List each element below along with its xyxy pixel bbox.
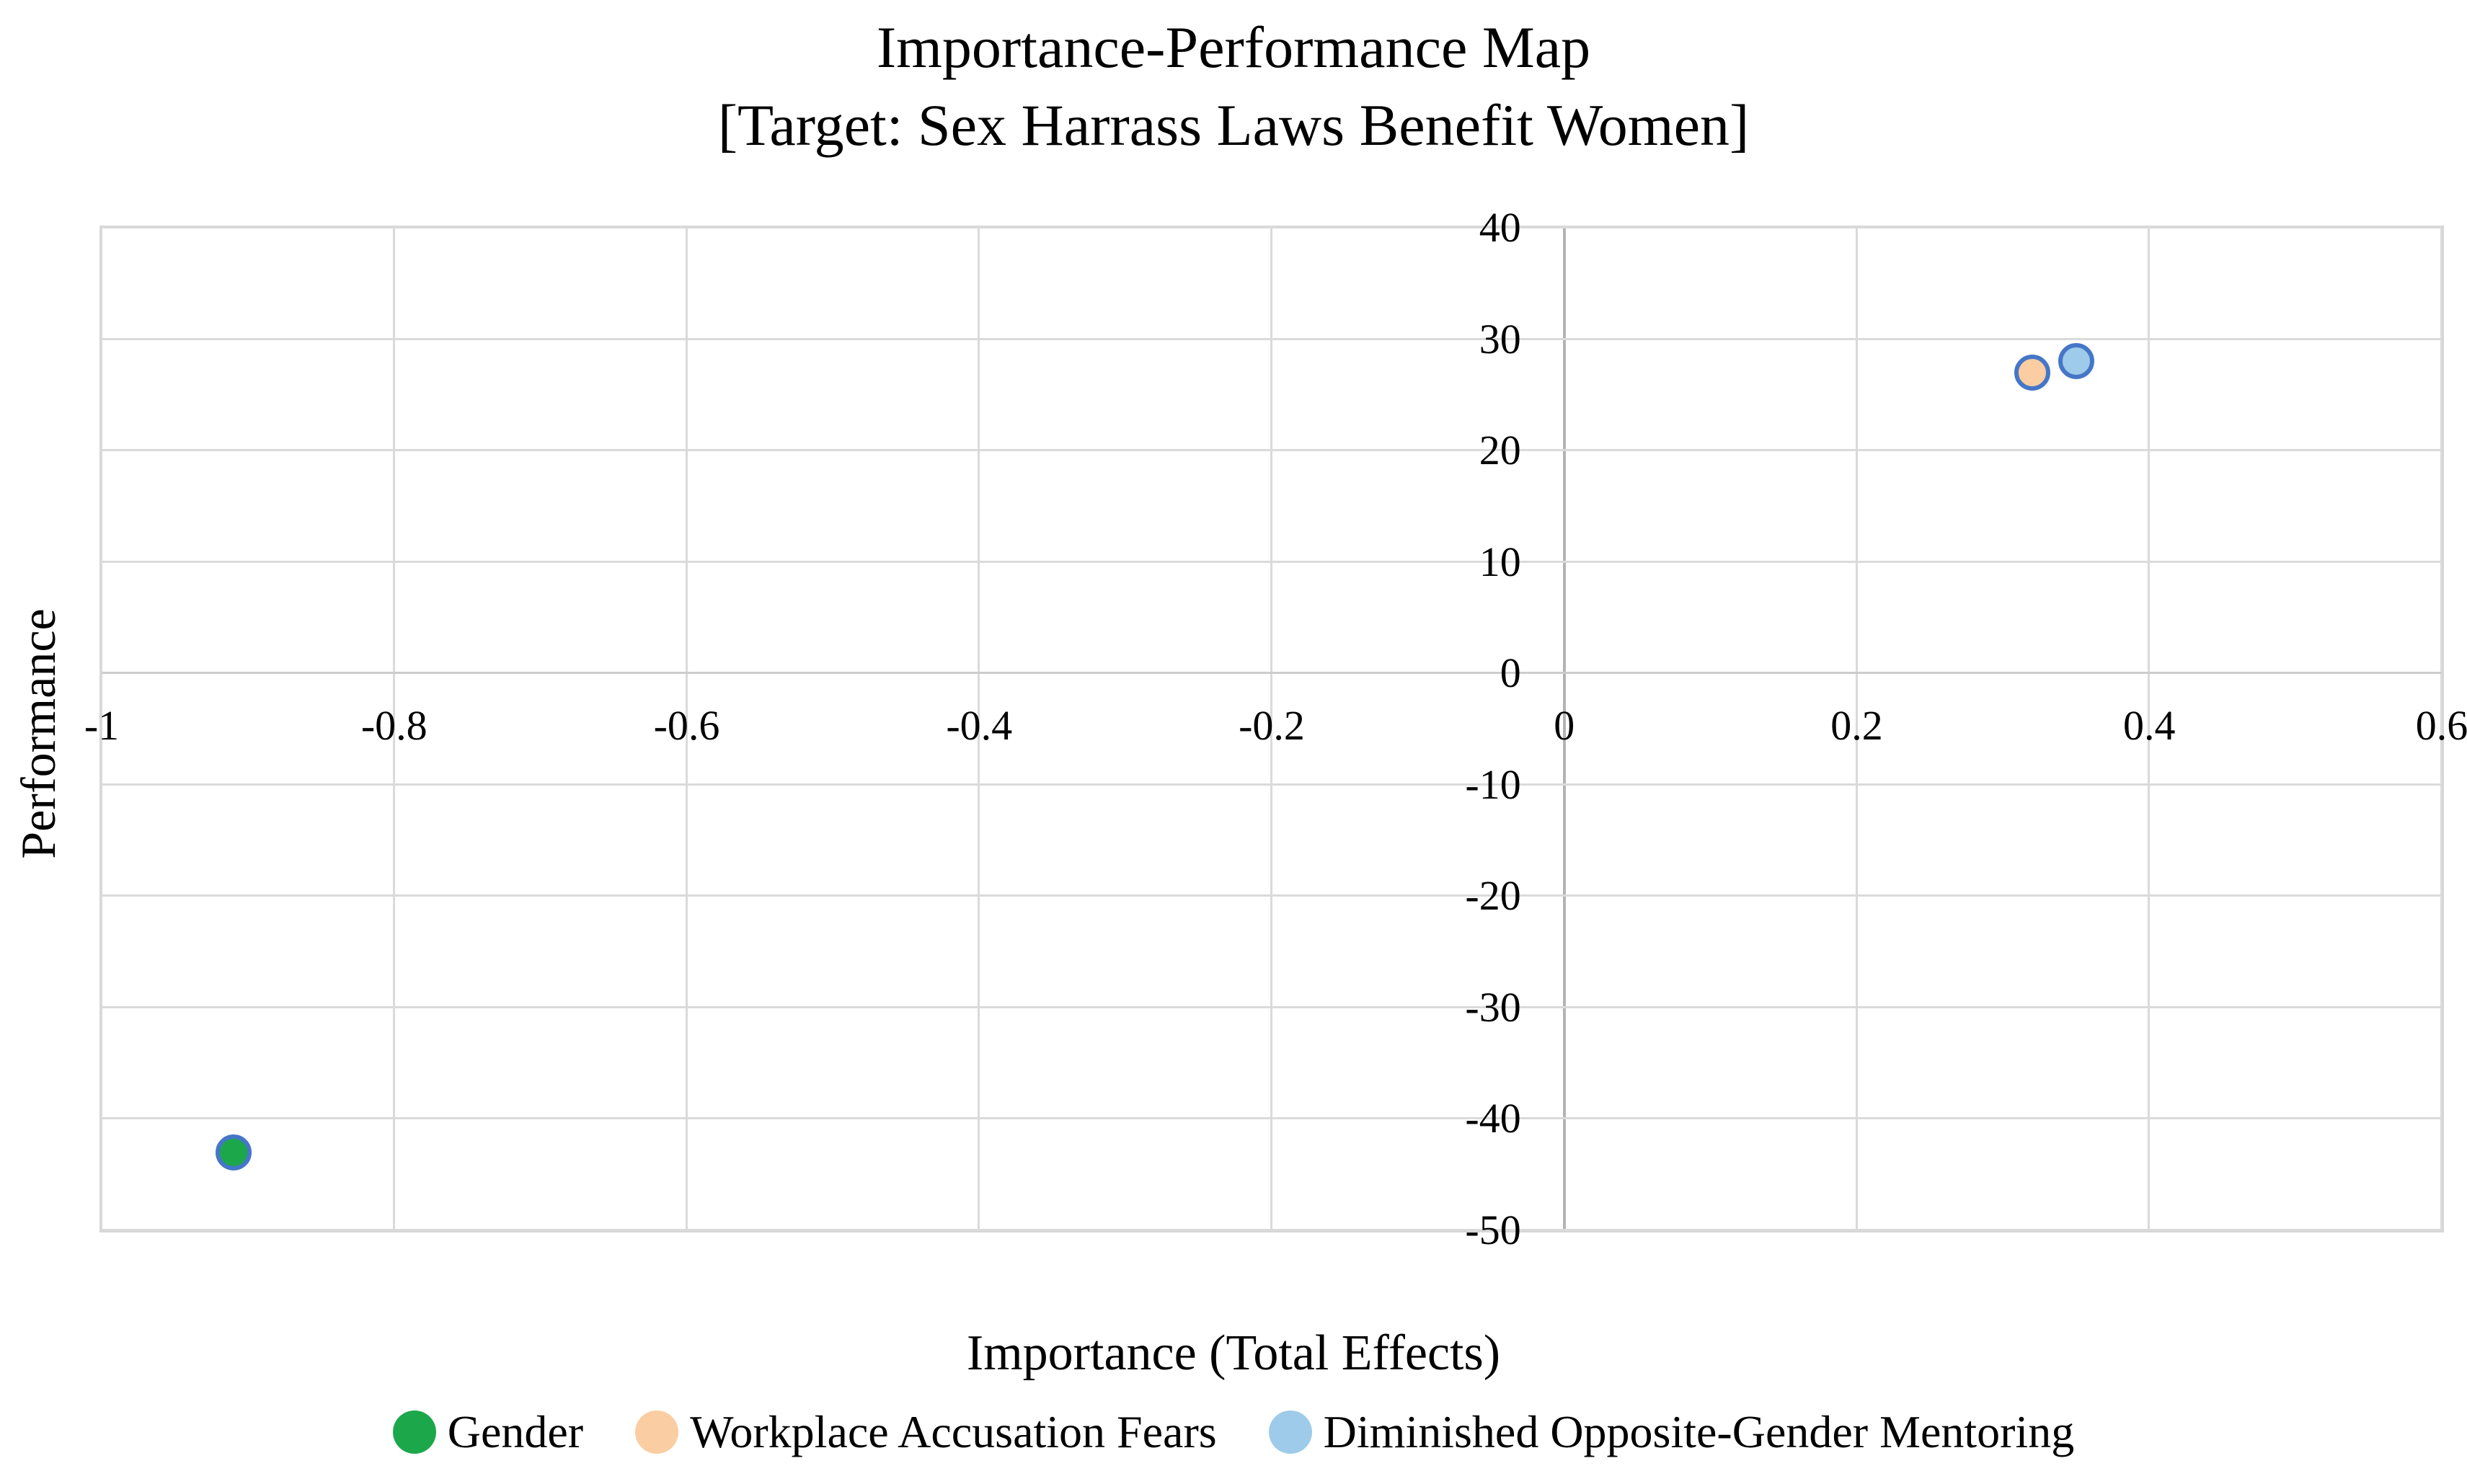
vertical-gridline (1855, 228, 1858, 1230)
horizontal-gridline (102, 894, 2442, 897)
horizontal-gridline (102, 1005, 2442, 1008)
plot-area: -1 -0.8 -0.6 -0.4 -0.2 0 0.2 0.4 0.6 40 30 20 10 0 -10… (84, 207, 2467, 1251)
data-point-diminished-opposite-gender-mentoring (2058, 343, 2094, 380)
y-tick-label: -50 (1465, 1207, 1521, 1253)
horizontal-gridline (102, 783, 2442, 786)
x-axis-title: Importance (Total Effects) (966, 1325, 1501, 1381)
diminished-opposite-gender-mentoring-legend-marker-icon (1268, 1410, 1312, 1454)
x-tick-label: 0.4 (2123, 702, 2176, 750)
legend-label: Workplace Accusation Fears (690, 1406, 1217, 1457)
legend: Gender Workplace Accusation Fears Diminish… (0, 1405, 2467, 1459)
horizontal-gridline (102, 1229, 2442, 1231)
y-tick-label: -30 (1465, 983, 1521, 1031)
chart-title-line2: [Target: Sex Harrass Laws Benefit Women] (717, 92, 1750, 158)
horizontal-gridline (102, 337, 2442, 340)
y-tick-label: 20 (1479, 427, 1521, 474)
x-tick-label: -0.2 (1239, 702, 1305, 750)
legend-label: Gender (447, 1406, 584, 1457)
vertical-gridline (685, 228, 688, 1230)
y-tick-label: 0 (1500, 649, 1521, 697)
x-tick-label: 0 (1554, 702, 1575, 750)
vertical-gridline (978, 228, 980, 1230)
legend-item-gender: Gender (392, 1405, 584, 1459)
x-tick-label: -1 (84, 702, 120, 750)
horizontal-gridline (102, 1117, 2442, 1120)
horizontal-gridline (102, 226, 2442, 228)
y-tick-label: 10 (1479, 538, 1521, 585)
x-tick-label: 0.2 (1830, 702, 1883, 750)
legend-item-diminished-opposite-gender-mentoring: Diminished Opposite-Gender Mentoring (1268, 1405, 2075, 1459)
y-tick-label: -40 (1465, 1095, 1521, 1142)
chart-title: Importance-Performance Map [Target: Sex … (0, 9, 2467, 164)
data-point-workplace-accusation-fears (2014, 354, 2050, 391)
x-axis-line (102, 672, 2442, 675)
horizontal-gridline (102, 449, 2442, 452)
vertical-gridline (2148, 228, 2151, 1230)
y-axis-title: Performance (11, 608, 66, 859)
x-tick-label: -0.8 (360, 702, 428, 750)
data-point-gender (215, 1134, 252, 1170)
horizontal-gridline (102, 560, 2442, 563)
x-tick-label: -0.6 (653, 702, 720, 750)
x-tick-label: 0.6 (2415, 702, 2467, 750)
vertical-gridline (1270, 228, 1272, 1230)
y-tick-label: 30 (1479, 315, 1521, 363)
vertical-gridline (392, 228, 395, 1230)
y-axis-line (1562, 228, 1566, 1230)
y-tick-label: -20 (1465, 872, 1521, 920)
workplace-accusation-fears-legend-marker-icon (635, 1410, 679, 1454)
chart-title-line1: Importance-Performance Map (876, 14, 1591, 80)
y-tick-label: -10 (1465, 760, 1521, 808)
y-tick-label: 40 (1479, 204, 1521, 251)
legend-item-workplace-accusation-fears: Workplace Accusation Fears (635, 1405, 1217, 1459)
vertical-gridline (100, 228, 102, 1230)
legend-label: Diminished Opposite-Gender Mentoring (1323, 1406, 2075, 1457)
vertical-gridline (2440, 228, 2442, 1230)
gender-legend-marker-icon (392, 1410, 436, 1454)
x-tick-label: -0.4 (946, 702, 1013, 750)
